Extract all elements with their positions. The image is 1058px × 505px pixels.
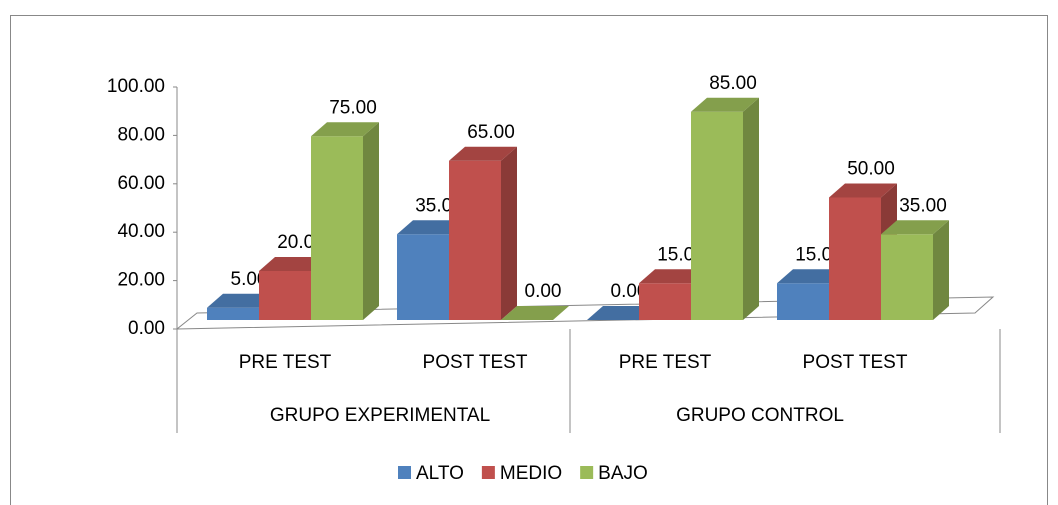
bar-side	[933, 220, 949, 320]
x-tick-label: PRE TEST	[619, 352, 712, 373]
data-label: 0.00	[525, 281, 562, 302]
bar	[639, 283, 691, 320]
bar	[397, 234, 449, 320]
bar	[881, 234, 933, 320]
bar-3d	[881, 220, 949, 320]
bar-top	[587, 306, 655, 320]
bar-top	[449, 146, 517, 161]
bar-top	[881, 220, 949, 235]
bar-top	[777, 269, 845, 284]
legend-swatch	[398, 466, 411, 479]
bar-3d	[691, 97, 759, 320]
group-label: GRUPO CONTROL	[676, 405, 844, 426]
data-label: 85.00	[709, 73, 757, 94]
bar-top	[691, 97, 759, 112]
bar	[829, 197, 881, 320]
bar-top	[397, 220, 465, 235]
bar-top	[207, 293, 275, 308]
bar-top	[311, 122, 379, 137]
bar	[311, 136, 363, 320]
data-label: 5.00	[231, 269, 268, 290]
bar	[207, 307, 259, 320]
bar	[691, 111, 743, 320]
y-tick-label: 0.00	[128, 318, 165, 339]
legend-swatch	[580, 466, 594, 479]
bar	[449, 160, 501, 320]
legend-label: ALTO	[416, 463, 464, 484]
legend-label: BAJO	[598, 463, 648, 484]
data-label: 65.00	[467, 122, 515, 143]
data-label: 75.00	[329, 97, 377, 118]
bar-top	[639, 269, 707, 284]
bar-top	[259, 257, 327, 271]
bar-side	[743, 97, 759, 320]
group-label: GRUPO EXPERIMENTAL	[270, 405, 490, 426]
data-label: 0.00	[611, 281, 648, 302]
legend-swatch	[481, 466, 495, 479]
x-tick-label: PRE TEST	[239, 352, 332, 373]
data-label: 35.00	[899, 195, 947, 216]
y-tick-label: 40.00	[117, 221, 165, 242]
y-tick-label: 20.00	[117, 270, 165, 291]
bar-3d	[501, 306, 569, 320]
legend-label: MEDIO	[500, 463, 562, 484]
y-tick-label: 80.00	[117, 124, 165, 145]
bar-3d	[587, 306, 655, 320]
bar-3d	[311, 122, 379, 320]
x-tick-label: POST TEST	[423, 352, 528, 373]
y-tick-label: 100.00	[107, 76, 165, 97]
x-tick-label: POST TEST	[803, 352, 908, 373]
bar	[777, 283, 829, 320]
bar-top	[501, 306, 569, 320]
bar-3d	[449, 146, 517, 320]
bar-side	[501, 146, 517, 320]
y-tick-label: 60.00	[117, 173, 165, 194]
bar-side	[363, 122, 379, 320]
bar-3d	[639, 269, 707, 320]
data-label: 50.00	[847, 159, 895, 180]
bar-top	[829, 183, 897, 198]
bar	[259, 271, 311, 320]
